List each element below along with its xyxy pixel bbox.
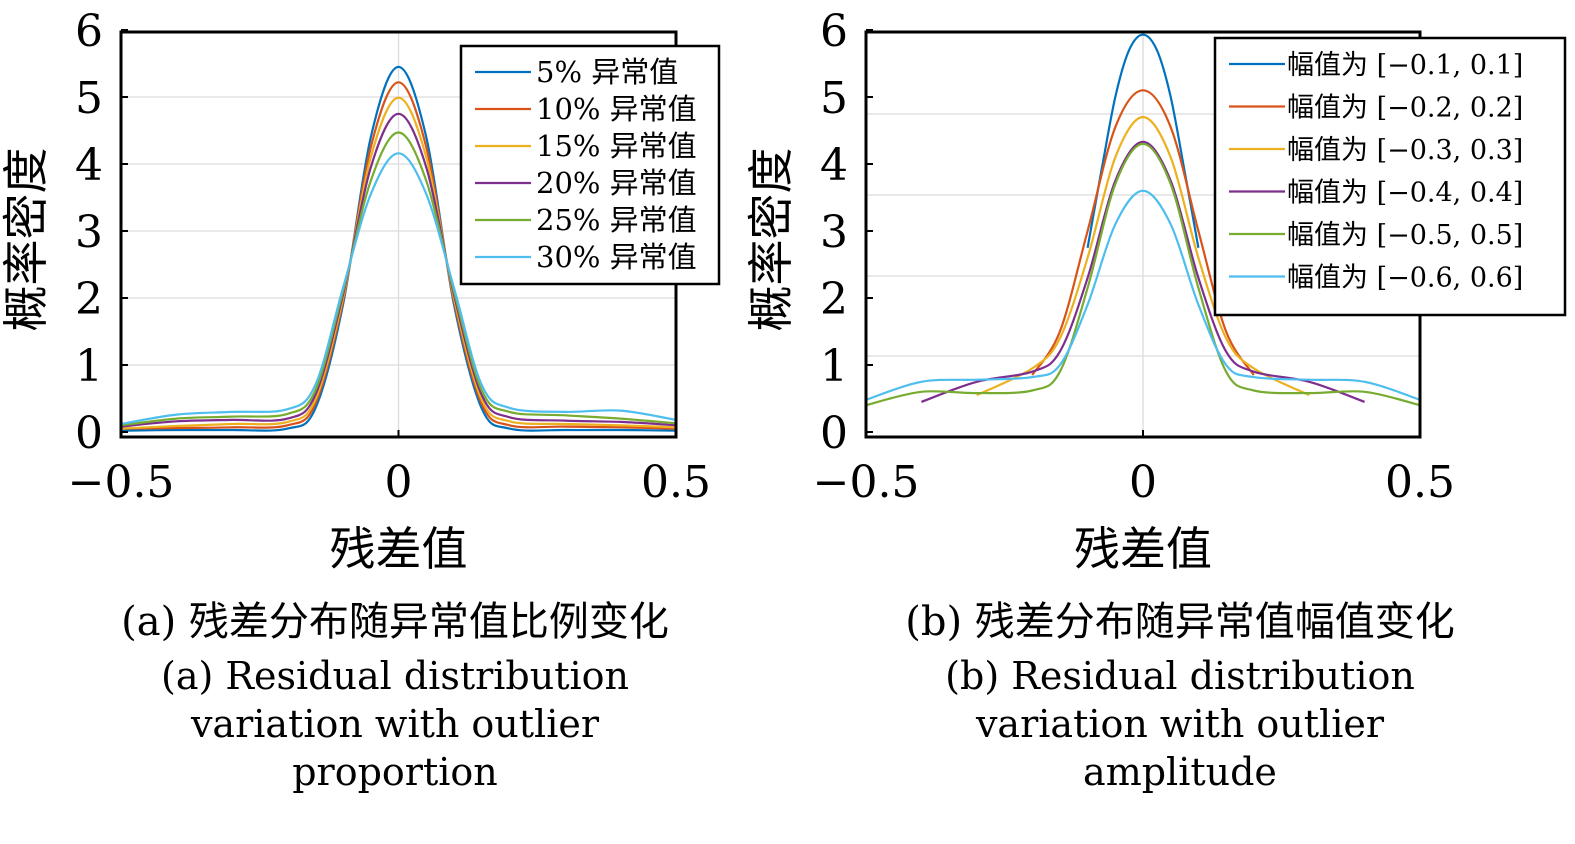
legend-entry: 幅值为 [−0.3, 0.3] — [1229, 135, 1523, 166]
legend-entry: 幅值为 [−0.4, 0.4] — [1229, 178, 1523, 209]
series-line-5 — [866, 189, 1420, 401]
x-tick-label: 0.5 — [1385, 457, 1455, 508]
series-line-4 — [866, 142, 1420, 407]
legend-box — [1213, 36, 1567, 317]
legend-label: 幅值为 [−0.6, 0.6] — [1287, 263, 1523, 294]
y-tick-label: 2 — [820, 274, 848, 325]
y-tick-label: 4 — [75, 140, 103, 191]
y-tick-label: 3 — [820, 207, 848, 258]
legend-label: 幅值为 [−0.3, 0.3] — [1287, 135, 1523, 166]
series-line-3 — [921, 140, 1365, 403]
x-tick-label: 0.5 — [641, 457, 711, 508]
series-group — [121, 65, 676, 432]
legend-label: 20% 异常值 — [536, 166, 697, 200]
x-tick-label: 0 — [385, 457, 413, 508]
series-line-2 — [976, 116, 1310, 397]
series-line-5 — [121, 152, 676, 426]
legend-entry: 10% 异常值 — [475, 92, 697, 126]
y-tick-label: 2 — [75, 274, 103, 325]
series-line-0 — [1086, 33, 1200, 248]
series-line-0 — [121, 65, 676, 432]
y-tick-label: 5 — [820, 73, 848, 124]
legend-label: 幅值为 [−0.2, 0.2] — [1287, 93, 1523, 124]
legend-label: 幅值为 [−0.1, 0.1] — [1287, 50, 1523, 81]
legend-label: 15% 异常值 — [536, 129, 697, 163]
series-line-4 — [121, 131, 676, 427]
legend-entry: 幅值为 [−0.5, 0.5] — [1229, 220, 1523, 251]
y-tick-label: 0 — [75, 408, 103, 459]
y-axis-label: 概率密度 — [0, 148, 53, 332]
legend-box — [459, 44, 721, 286]
x-tick-label: 0 — [1129, 457, 1157, 508]
legend-entry: 30% 异常值 — [475, 240, 697, 274]
y-tick-label: 3 — [75, 207, 103, 258]
x-axis-label: 残差值 — [330, 522, 468, 576]
caption-b-english: (b) Residual distribution variation with… — [945, 654, 1415, 794]
caption-a-chinese: (a) 残差分布随异常值比例变化 — [121, 599, 669, 645]
y-tick-label: 4 — [820, 140, 848, 191]
x-axis-label: 残差值 — [1074, 522, 1212, 576]
panel-b: 0 1 2 3 4 5 6 −0.5 0 0.5 残差值 概率密度 幅值为 [−0.1, 0.1] 幅值为… — [744, 0, 1575, 584]
caption-b-chinese: (b) 残差分布随异常值幅值变化 — [905, 599, 1455, 645]
caption-a-english: (a) Residual distribution variation with… — [161, 654, 629, 794]
series-line-2 — [121, 96, 676, 430]
y-tick-label: 5 — [75, 73, 103, 124]
legend-label: 10% 异常值 — [536, 92, 697, 126]
x-tick-label: −0.5 — [813, 457, 920, 508]
series-line-3 — [121, 112, 676, 428]
legend-entry: 幅值为 [−0.6, 0.6] — [1229, 263, 1523, 294]
series-group — [866, 33, 1420, 407]
legend-entry: 幅值为 [−0.2, 0.2] — [1229, 93, 1523, 124]
legend-entry: 幅值为 [−0.1, 0.1] — [1229, 50, 1523, 81]
legend-entry: 20% 异常值 — [475, 166, 697, 200]
y-tick-label: 6 — [75, 6, 103, 57]
series-line-1 — [121, 81, 676, 430]
legend-entry: 5% 异常值 — [475, 55, 678, 89]
y-tick-label: 0 — [820, 408, 848, 459]
legend-label: 25% 异常值 — [536, 203, 697, 237]
legend-entry: 15% 异常值 — [475, 129, 697, 163]
legend-label: 幅值为 [−0.5, 0.5] — [1287, 220, 1523, 251]
legend-label: 幅值为 [−0.4, 0.4] — [1287, 178, 1523, 209]
caption-a: (a) 残差分布随异常值比例变化 (a) Residual distributi… — [0, 598, 790, 796]
y-tick-label: 6 — [820, 6, 848, 57]
legend-label: 5% 异常值 — [536, 55, 678, 89]
y-tick-label: 1 — [820, 341, 848, 392]
y-tick-label: 1 — [75, 341, 103, 392]
x-tick-label: −0.5 — [68, 457, 175, 508]
panel-a: 0 1 2 3 4 5 6 −0.5 0 0.5 残差值 概率密度 5% 异常值 10% 异常值 15% 异… — [0, 0, 790, 584]
caption-b: (b) 残差分布随异常值幅值变化 (b) Residual distributi… — [785, 598, 1575, 796]
legend-entry: 25% 异常值 — [475, 203, 697, 237]
y-axis-label: 概率密度 — [745, 148, 798, 332]
legend-label: 30% 异常值 — [536, 240, 697, 274]
legend: 幅值为 [−0.1, 0.1] 幅值为 [−0.2, 0.2] 幅值为 [−0.3,… — [1213, 36, 1567, 317]
